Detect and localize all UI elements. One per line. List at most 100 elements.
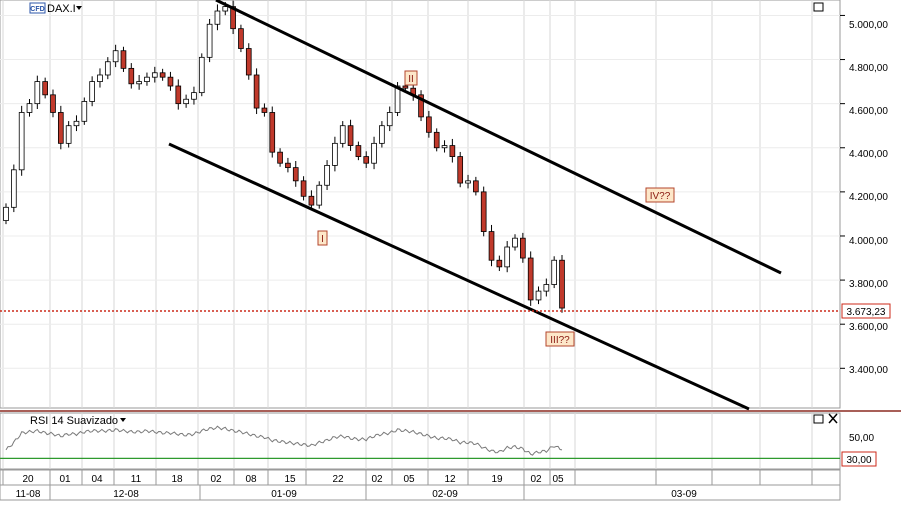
wave-label-4[interactable]: IV?? <box>645 187 675 203</box>
candle-body <box>128 67 135 85</box>
candle-body <box>97 74 103 82</box>
price-axis: 5.000,00 4.800,00 4.600,00 4.400,00 4.20… <box>840 14 888 376</box>
candle-body <box>214 10 221 25</box>
price-tick: 4.600,00 <box>849 106 888 117</box>
candle-body <box>42 81 48 96</box>
cfd-badge-box <box>29 2 46 14</box>
candle-body <box>73 120 80 127</box>
maximize-main-icon[interactable] <box>813 2 824 12</box>
wave-label-1[interactable]: I <box>317 230 328 246</box>
candle-body <box>285 162 291 169</box>
candle-body <box>332 142 338 166</box>
candle-body <box>222 6 229 12</box>
candle-body <box>120 50 127 69</box>
wave-label-3[interactable]: III?? <box>545 331 575 347</box>
candle-body <box>144 76 150 82</box>
candles <box>3 0 565 313</box>
candle-body <box>339 125 346 144</box>
price-tick: 4.400,00 <box>849 149 888 160</box>
candle-body <box>418 94 424 118</box>
day-label: 15 <box>284 474 296 485</box>
candle-body <box>238 28 244 49</box>
rsi-threshold-badge: 30,00 <box>841 451 877 467</box>
candle-body <box>496 259 503 268</box>
day-label: 22 <box>332 474 344 485</box>
rsi-axis: 50,00 30,00 <box>841 433 877 467</box>
candle-body <box>253 74 260 109</box>
wave-label-1-text: I <box>321 234 324 245</box>
rsi-title[interactable]: RSI 14 Suavizado <box>30 415 126 427</box>
candle-body <box>18 112 25 171</box>
candle-body <box>426 116 432 133</box>
day-label: 04 <box>91 474 103 485</box>
candle-body <box>480 191 487 232</box>
candle-body <box>433 131 440 149</box>
candle-body <box>277 151 283 164</box>
instrument-dropdown-icon[interactable] <box>76 6 82 10</box>
main-panel-frame <box>0 0 841 409</box>
candle-body <box>308 195 315 206</box>
candle-body <box>402 85 409 89</box>
candle-body <box>363 156 370 164</box>
candle-body <box>394 85 401 113</box>
candle-body <box>473 180 479 193</box>
rsi-vertical-gridlines <box>2 413 813 469</box>
price-tick: 3.600,00 <box>849 322 888 333</box>
date-axis-ticks <box>2 470 813 500</box>
candle-body <box>34 81 41 105</box>
candle-body <box>520 237 526 259</box>
price-tick: 4.800,00 <box>849 63 888 74</box>
wave-label-2-text: II <box>408 74 414 85</box>
last-price-badge: 3.673,23 <box>841 303 891 319</box>
close-rsi-icon[interactable] <box>828 413 838 424</box>
candle-body <box>386 112 393 127</box>
candle-body <box>504 246 511 268</box>
candle-body <box>261 107 268 113</box>
candle-body <box>151 72 158 78</box>
candle-body <box>371 142 377 164</box>
candle-body <box>136 81 142 85</box>
rsi-tick-50: 50,00 <box>849 433 874 444</box>
channel-lower-line[interactable] <box>168 142 750 411</box>
day-label: 02 <box>210 474 222 485</box>
month-label: 11-08 <box>16 489 41 500</box>
month-label: 01-09 <box>271 489 297 500</box>
wave-label-2[interactable]: II <box>404 70 418 86</box>
day-label: 20 <box>22 474 34 485</box>
day-label: 02 <box>371 474 383 485</box>
candle-body <box>183 98 189 105</box>
candle-body <box>269 112 276 153</box>
candle-body <box>559 259 565 309</box>
rsi-tick-30: 30,00 <box>846 455 871 466</box>
candle-body <box>512 237 518 248</box>
price-tick: 4.200,00 <box>849 192 888 203</box>
price-tick: 3.800,00 <box>849 279 888 290</box>
candle-body <box>379 125 385 144</box>
rsi-panel-frame <box>0 412 841 470</box>
candle-body <box>50 94 56 113</box>
candle-body <box>324 165 330 186</box>
day-label: 05 <box>403 474 415 485</box>
candle-body <box>551 259 557 285</box>
candle-body <box>449 145 456 157</box>
candle-body <box>191 92 197 100</box>
candle-body <box>543 284 550 292</box>
candle-body <box>57 112 64 144</box>
candle-body <box>11 169 17 208</box>
candle-body <box>81 101 88 122</box>
instrument-selector[interactable]: CFD DAX.I <box>29 2 82 15</box>
day-label: 19 <box>491 474 503 485</box>
month-label: 03-09 <box>671 489 697 500</box>
channel-upper-line[interactable] <box>215 0 782 275</box>
month-label: 12-08 <box>113 489 139 500</box>
candle-body <box>206 23 213 58</box>
candle-body <box>26 103 33 113</box>
rsi-dropdown-icon[interactable] <box>120 418 126 422</box>
candle-body <box>3 206 9 221</box>
candle-body <box>245 48 252 76</box>
candle-body <box>527 257 534 301</box>
day-label: 05 <box>552 474 564 485</box>
maximize-rsi-icon[interactable] <box>813 414 824 424</box>
price-tickmarks <box>840 14 845 369</box>
